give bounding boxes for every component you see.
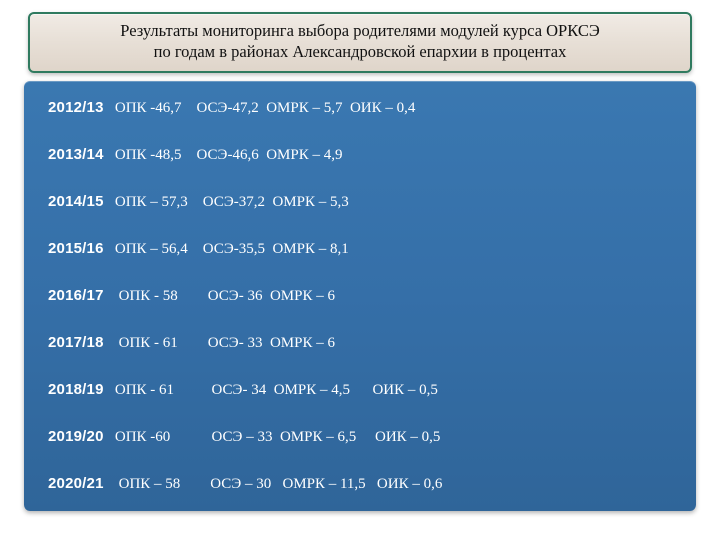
row-values: ОПК – 56,4 ОСЭ-35,5 ОМРК – 8,1	[104, 241, 349, 257]
data-row: 2015/16 ОПК – 56,4 ОСЭ-35,5 ОМРК – 8,1	[48, 240, 672, 258]
year-label: 2015/16	[48, 240, 104, 257]
year-label: 2016/17	[48, 287, 104, 304]
data-row: 2014/15 ОПК – 57,3 ОСЭ-37,2 ОМРК – 5,3	[48, 193, 672, 211]
row-values: ОПК -48,5 ОСЭ-46,6 ОМРК – 4,9	[104, 147, 343, 163]
row-values: ОПК - 58 ОСЭ- 36 ОМРК – 6	[104, 288, 335, 304]
title-line-1: Результаты мониторинга выбора родителями…	[40, 20, 680, 41]
row-values: ОПК -60 ОСЭ – 33 ОМРК – 6,5 ОИК – 0,5	[104, 429, 441, 445]
row-values: ОПК – 58 ОСЭ – 30 ОМРК – 11,5 ОИК – 0,6	[104, 476, 443, 492]
data-row: 2016/17 ОПК - 58 ОСЭ- 36 ОМРК – 6	[48, 287, 672, 305]
data-panel: 2012/13 ОПК -46,7 ОСЭ-47,2 ОМРК – 5,7 ОИ…	[24, 81, 696, 511]
data-row: 2017/18 ОПК - 61 ОСЭ- 33 ОМРК – 6	[48, 334, 672, 352]
year-label: 2019/20	[48, 428, 104, 445]
row-values: ОПК - 61 ОСЭ- 34 ОМРК – 4,5 ОИК – 0,5	[104, 382, 438, 398]
year-label: 2014/15	[48, 193, 104, 210]
title-box: Результаты мониторинга выбора родителями…	[28, 12, 692, 73]
year-label: 2017/18	[48, 334, 104, 351]
year-label: 2013/14	[48, 146, 104, 163]
title-line-2: по годам в районах Александровской епарх…	[40, 41, 680, 62]
data-row: 2019/20 ОПК -60 ОСЭ – 33 ОМРК – 6,5 ОИК …	[48, 428, 672, 446]
year-label: 2012/13	[48, 99, 104, 116]
data-row: 2018/19 ОПК - 61 ОСЭ- 34 ОМРК – 4,5 ОИК …	[48, 381, 672, 399]
row-values: ОПК -46,7 ОСЭ-47,2 ОМРК – 5,7 ОИК – 0,4	[104, 100, 416, 116]
year-label: 2018/19	[48, 381, 104, 398]
row-values: ОПК – 57,3 ОСЭ-37,2 ОМРК – 5,3	[104, 194, 349, 210]
data-row: 2020/21 ОПК – 58 ОСЭ – 30 ОМРК – 11,5 ОИ…	[48, 475, 672, 493]
data-row: 2012/13 ОПК -46,7 ОСЭ-47,2 ОМРК – 5,7 ОИ…	[48, 99, 672, 117]
row-values: ОПК - 61 ОСЭ- 33 ОМРК – 6	[104, 335, 335, 351]
data-row: 2013/14 ОПК -48,5 ОСЭ-46,6 ОМРК – 4,9	[48, 146, 672, 164]
year-label: 2020/21	[48, 475, 104, 492]
